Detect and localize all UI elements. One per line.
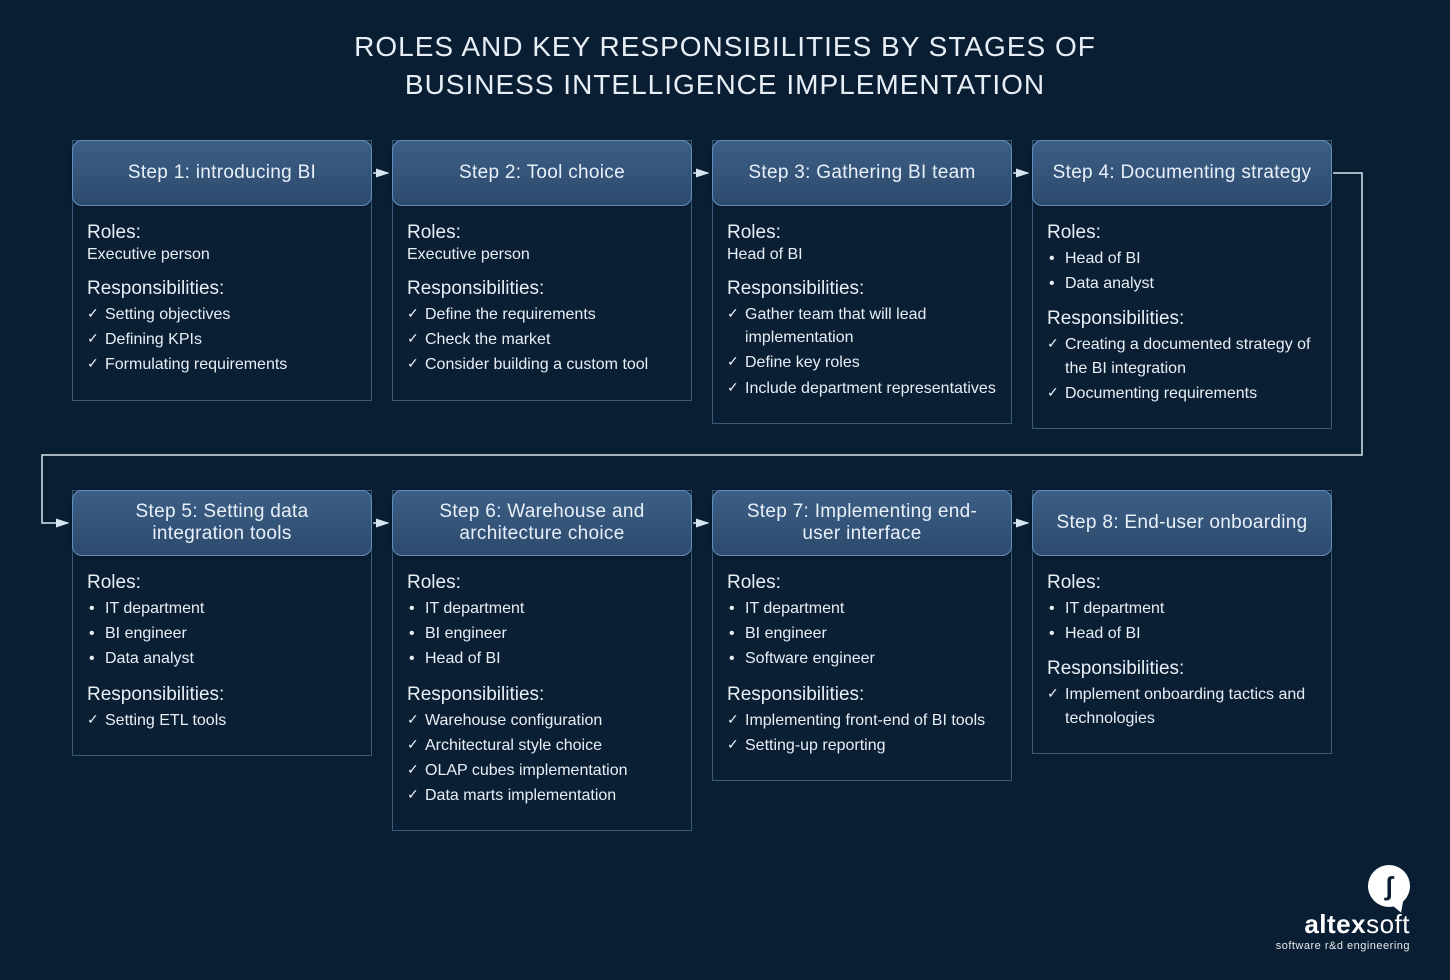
role-item: IT department [745,596,997,621]
responsibility-item: Include department representatives [745,376,997,401]
role-item: BI engineer [105,621,357,646]
logo-brand: altexsoft [1276,909,1410,940]
role-text: Executive person [393,246,691,274]
logo-icon: ʃ [1368,865,1410,907]
responsibility-item: Implementing front-end of BI tools [745,708,997,733]
roles-label: Roles: [1033,218,1331,246]
roles-label: Roles: [73,568,371,596]
responsibility-item: Gather team that will lead implementatio… [745,302,997,350]
responsibilities-list: Setting ETL tools [73,708,371,741]
step-card-2: Step 2: Tool choice Roles:Executive perso… [392,140,692,401]
step-header: Step 5: Setting data integration tools [72,490,372,556]
responsibilities-label: Responsibilities: [1033,304,1331,332]
responsibilities-label: Responsibilities: [713,274,1011,302]
responsibility-item: Architectural style choice [425,733,677,758]
roles-list: IT departmentBI engineerSoftware enginee… [713,596,1011,680]
step-card-3: Step 3: Gathering BI team Roles:Head of B… [712,140,1012,424]
responsibilities-list: Setting objectivesDefining KPIsFormulati… [73,302,371,386]
responsibility-item: Define the requirements [425,302,677,327]
step-header: Step 8: End-user onboarding [1032,490,1332,556]
roles-label: Roles: [713,568,1011,596]
roles-label: Roles: [73,218,371,246]
responsibility-item: Consider building a custom tool [425,352,677,377]
role-text: Executive person [73,246,371,274]
step-header: Step 6: Warehouse and architecture choic… [392,490,692,556]
step-header: Step 3: Gathering BI team [712,140,1012,206]
brand-logo: ʃ altexsoft software r&d engineering [1276,865,1410,952]
roles-label: Roles: [1033,568,1331,596]
responsibility-item: OLAP cubes implementation [425,758,677,783]
step-card-4: Step 4: Documenting strategy Roles:Head o… [1032,140,1332,429]
role-item: BI engineer [425,621,677,646]
role-item: Head of BI [1065,621,1317,646]
responsibilities-label: Responsibilities: [73,680,371,708]
roles-label: Roles: [713,218,1011,246]
role-item: BI engineer [745,621,997,646]
responsibilities-list: Define the requirementsCheck the marketC… [393,302,691,386]
role-item: IT department [1065,596,1317,621]
responsibilities-list: Gather team that will lead implementatio… [713,302,1011,409]
responsibilities-list: Implement onboarding tactics and technol… [1033,682,1331,738]
responsibility-item: Check the market [425,327,677,352]
responsibilities-label: Responsibilities: [1033,654,1331,682]
role-item: IT department [105,596,357,621]
roles-label: Roles: [393,568,691,596]
responsibilities-label: Responsibilities: [393,680,691,708]
responsibility-item: Setting objectives [105,302,357,327]
responsibilities-label: Responsibilities: [393,274,691,302]
responsibility-item: Creating a documented strategy of the BI… [1065,332,1317,380]
responsibility-item: Warehouse configuration [425,708,677,733]
title-line-2: BUSINESS INTELLIGENCE IMPLEMENTATION [405,69,1045,100]
responsibility-item: Documenting requirements [1065,381,1317,406]
step-card-6: Step 6: Warehouse and architecture choic… [392,490,692,831]
role-item: Head of BI [425,646,677,671]
step-card-8: Step 8: End-user onboarding Roles:IT depa… [1032,490,1332,754]
role-item: Head of BI [1065,246,1317,271]
responsibility-item: Data marts implementation [425,783,677,808]
step-header: Step 4: Documenting strategy [1032,140,1332,206]
responsibilities-list: Implementing front-end of BI toolsSettin… [713,708,1011,766]
logo-tagline: software r&d engineering [1276,940,1410,952]
step-header: Step 1: introducing BI [72,140,372,206]
roles-label: Roles: [393,218,691,246]
responsibility-item: Implement onboarding tactics and technol… [1065,682,1317,730]
step-header: Step 2: Tool choice [392,140,692,206]
page-title: ROLES AND KEY RESPONSIBILITIES BY STAGES… [0,0,1450,104]
step-card-7: Step 7: Implementing end-user interface R… [712,490,1012,781]
responsibility-item: Setting ETL tools [105,708,357,733]
responsibility-item: Defining KPIs [105,327,357,352]
role-item: Software engineer [745,646,997,671]
title-line-1: ROLES AND KEY RESPONSIBILITIES BY STAGES… [354,31,1096,62]
responsibility-item: Setting-up reporting [745,733,997,758]
role-item: Data analyst [1065,271,1317,296]
responsibilities-label: Responsibilities: [73,274,371,302]
responsibilities-list: Warehouse configurationArchitectural sty… [393,708,691,817]
step-card-5: Step 5: Setting data integration tools Ro… [72,490,372,756]
roles-list: IT departmentBI engineerHead of BI [393,596,691,680]
roles-list: IT departmentHead of BI [1033,596,1331,654]
role-item: IT department [425,596,677,621]
step-header: Step 7: Implementing end-user interface [712,490,1012,556]
roles-list: Head of BIData analyst [1033,246,1331,304]
step-card-1: Step 1: introducing BI Roles:Executive pe… [72,140,372,401]
responsibilities-list: Creating a documented strategy of the BI… [1033,332,1331,414]
role-text: Head of BI [713,246,1011,274]
responsibility-item: Define key roles [745,350,997,375]
responsibility-item: Formulating requirements [105,352,357,377]
responsibilities-label: Responsibilities: [713,680,1011,708]
roles-list: IT departmentBI engineerData analyst [73,596,371,680]
role-item: Data analyst [105,646,357,671]
